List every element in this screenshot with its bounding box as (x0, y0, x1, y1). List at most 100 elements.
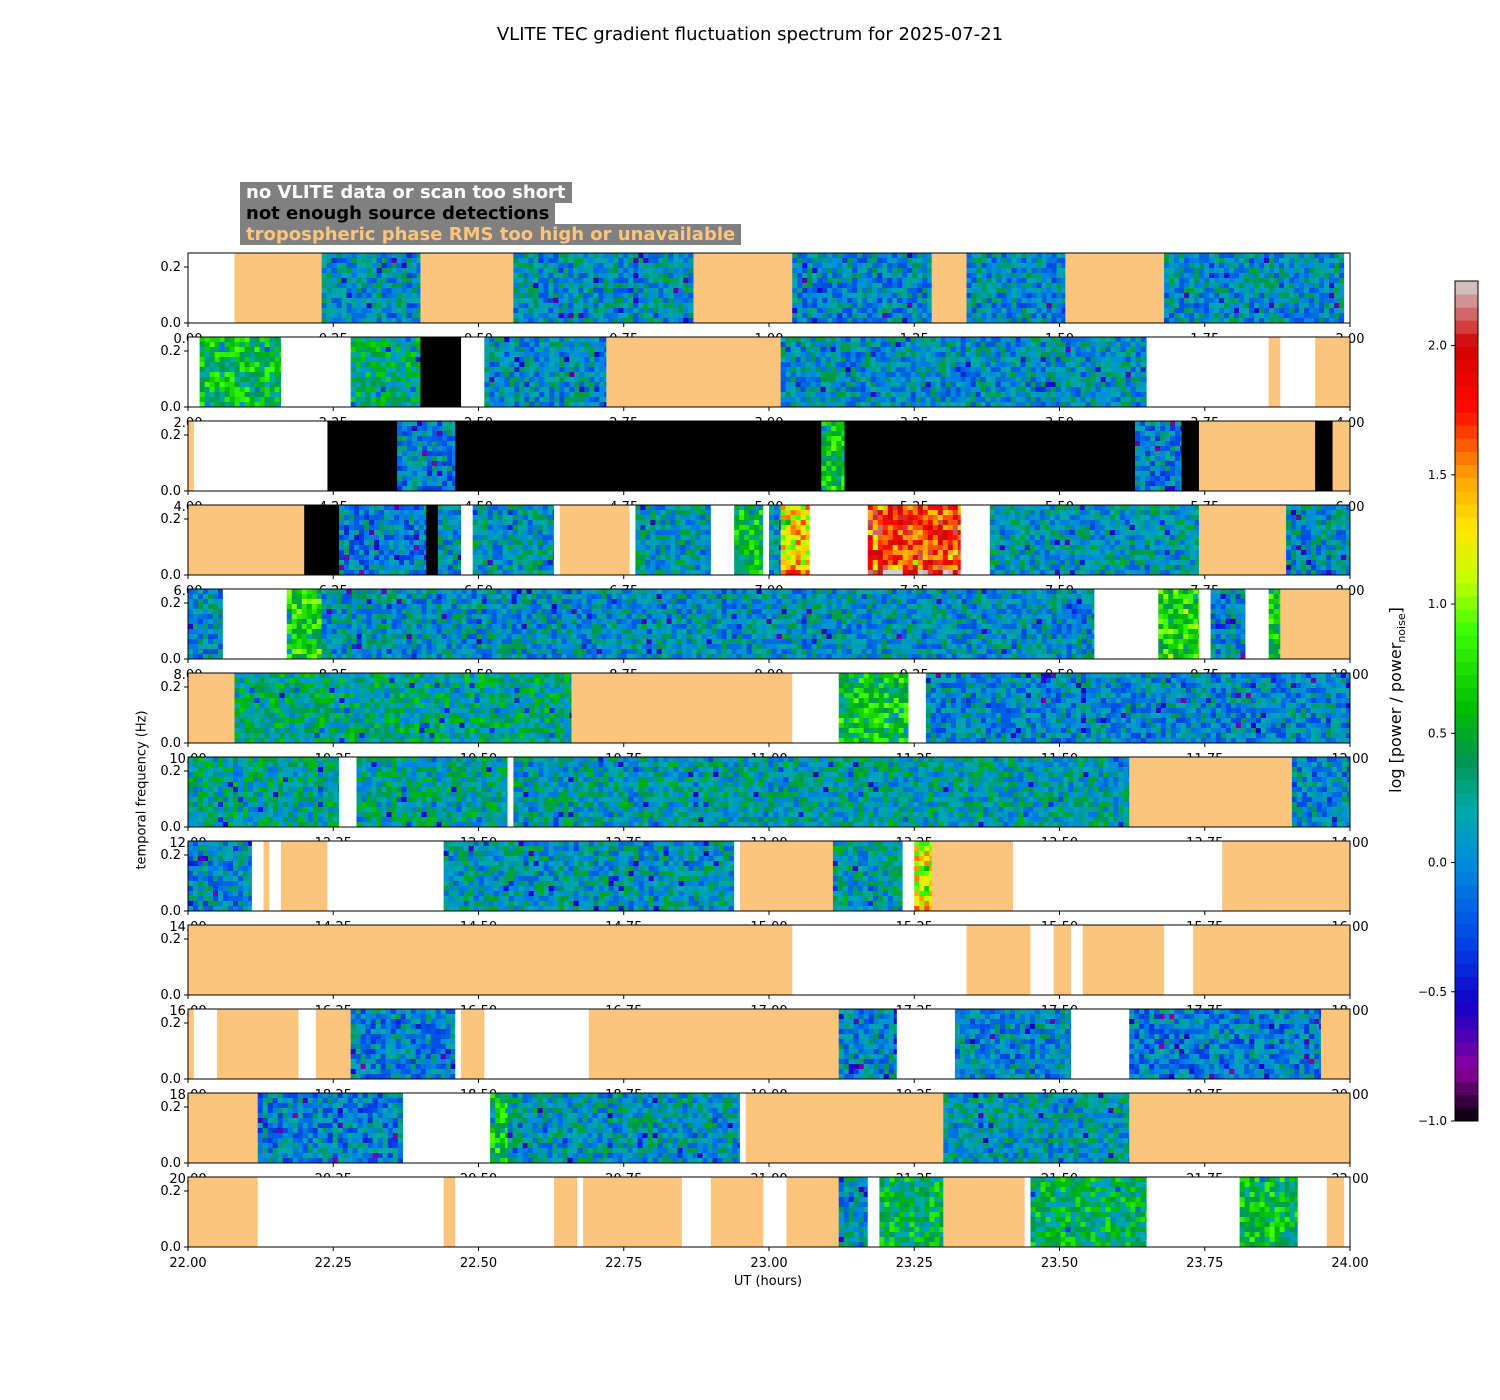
spectrum-cell (499, 372, 505, 377)
spectrum-cell (559, 372, 565, 377)
spectrum-cell (815, 387, 822, 392)
spectrum-cell (537, 570, 544, 575)
spectrum-cell (1056, 298, 1062, 303)
spectrum-cell (522, 570, 529, 575)
spectrum-cell (1329, 288, 1335, 293)
spectrum-cell (935, 397, 942, 402)
spectrum-cell (244, 347, 251, 352)
spectrum-cell (1065, 347, 1072, 352)
spectrum-cell (660, 540, 666, 545)
spectrum-cell (507, 515, 514, 520)
spectrum-cell (361, 318, 368, 323)
spectrum-cell (504, 357, 510, 362)
spectrum-cell (1140, 441, 1146, 446)
spectrum-cell (1209, 283, 1215, 288)
spectrum-cell (1244, 318, 1250, 323)
spectrum-cell (409, 530, 415, 535)
spectrum-cell (925, 337, 932, 342)
spectrum-cell (922, 268, 928, 273)
spectrum-cell (1031, 293, 1037, 298)
spectrum-cell (528, 278, 534, 283)
spectrum-cell (499, 357, 505, 362)
spectrum-cell (877, 298, 883, 303)
spectrum-cell (608, 288, 614, 293)
spectrum-cell (1006, 298, 1012, 303)
spectrum-cell (1145, 392, 1148, 397)
spectrum-cell (442, 461, 448, 466)
spectrum-cell (1175, 476, 1181, 481)
spectrum-cell (688, 298, 694, 303)
spectrum-cell (1010, 357, 1017, 362)
spectrum-cell (910, 347, 917, 352)
spectrum-cell (553, 273, 559, 278)
spectrum-cell (975, 367, 982, 372)
spectrum-cell (670, 510, 676, 515)
spectrum-cell (447, 540, 454, 545)
spectrum-cell (564, 347, 570, 352)
spectrum-cell (1025, 352, 1032, 357)
spectrum-cell (807, 258, 813, 263)
spectrum-cell (1334, 273, 1340, 278)
spectrum-cell (539, 367, 545, 372)
spectrum-cell (1279, 298, 1285, 303)
spectrum-cell (885, 337, 892, 342)
spectrum-cell (1035, 357, 1042, 362)
spectrum-cell (1249, 273, 1255, 278)
spectrum-cell (890, 337, 897, 342)
spectrum-cell (321, 273, 328, 278)
spectrum-cell (970, 342, 977, 347)
spectrum-cell (1179, 298, 1185, 303)
spectrum-cell (1284, 283, 1290, 288)
spectrum-cell (497, 505, 504, 510)
spectrum-cell (1035, 362, 1042, 367)
spectrum-cell (447, 436, 453, 441)
spectrum-cell (442, 446, 448, 451)
spectrum-cell (447, 431, 453, 436)
spectrum-cell (224, 342, 231, 347)
spectrum-cell (494, 402, 500, 407)
spectrum-cell (892, 298, 898, 303)
spectrum-cell (1140, 372, 1147, 377)
spectrum-cell (517, 540, 524, 545)
spectrum-cell (970, 377, 977, 382)
spectrum-cell (539, 337, 545, 342)
spectrum-cell (976, 303, 982, 308)
spectrum-cell (1015, 357, 1022, 362)
spectrum-cell (472, 505, 479, 510)
spectrum-cell (502, 545, 509, 550)
spectrum-cell (1036, 273, 1042, 278)
spectrum-cell (986, 268, 992, 273)
spectrum-cell (405, 372, 412, 377)
spectrum-cell (836, 451, 842, 456)
spectrum-cell (573, 283, 579, 288)
spectrum-cell (548, 308, 554, 313)
spectrum-cell (638, 308, 644, 313)
spectrum-cell (815, 382, 822, 387)
spectrum-cell (583, 288, 589, 293)
spectrum-cell (1005, 337, 1012, 342)
spectrum-cell (815, 352, 822, 357)
spectrum-cell (204, 347, 211, 352)
spectrum-cell (1035, 367, 1042, 372)
spectrum-cell (638, 253, 644, 258)
spectrum-cell (593, 293, 599, 298)
spectrum-cell (537, 545, 544, 550)
spectrum-cell (830, 347, 837, 352)
spectrum-cell (244, 402, 251, 407)
spectrum-cell (416, 263, 421, 268)
spectrum-cell (554, 377, 560, 382)
spectrum-cell (832, 253, 838, 258)
spectrum-cell (826, 421, 832, 426)
spectrum-cell (892, 318, 898, 323)
spectrum-cell (1274, 318, 1280, 323)
spectrum-cell (326, 263, 333, 268)
spectrum-cell (553, 308, 559, 313)
spectrum-cell (1130, 372, 1137, 377)
flag-segment-none (193, 421, 328, 491)
spectrum-cell (1001, 318, 1007, 323)
spectrum-cell (623, 313, 629, 318)
spectrum-cell (1289, 283, 1295, 288)
spectrum-cell (543, 288, 549, 293)
spectrum-cell (1125, 402, 1132, 407)
spectrum-cell (980, 372, 987, 377)
